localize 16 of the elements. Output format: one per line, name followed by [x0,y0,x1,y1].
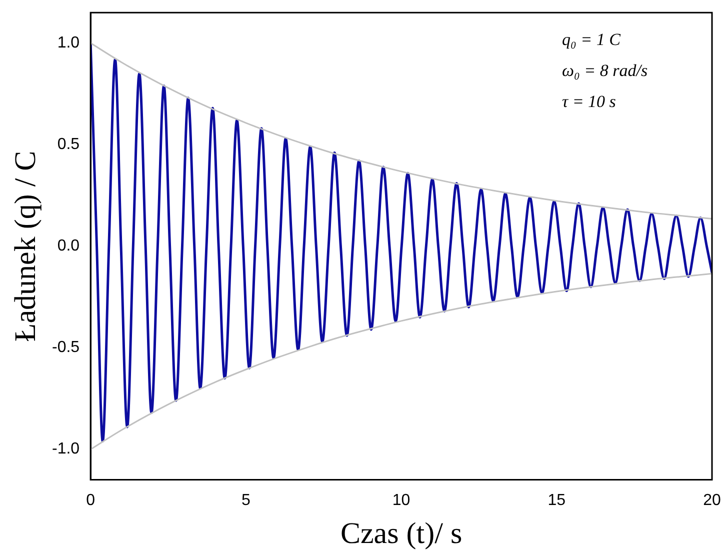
x-tick-label: 5 [241,492,250,509]
x-tick-label: 0 [86,492,96,509]
annotation: τ = 10 s [562,92,616,112]
x-axis-title: Czas (t)/ s [340,516,462,550]
x-tick-label: 10 [392,492,410,509]
line-series [90,272,712,450]
annotation: q₀ = 1 C [562,30,622,50]
annotation: ω₀ = 8 rad/s [562,61,648,80]
y-tick-label: -1.0 [52,440,80,458]
y-tick-label: 1.0 [57,34,80,52]
y-axis-title: Ładunek (q) / C [8,150,42,342]
x-tick-label: 20 [703,492,721,509]
y-tick-label: 0.0 [57,238,80,255]
y-tick-label: 0.5 [57,136,80,154]
y-tick-label: -0.5 [52,339,80,356]
x-tick-label: 15 [548,492,566,509]
